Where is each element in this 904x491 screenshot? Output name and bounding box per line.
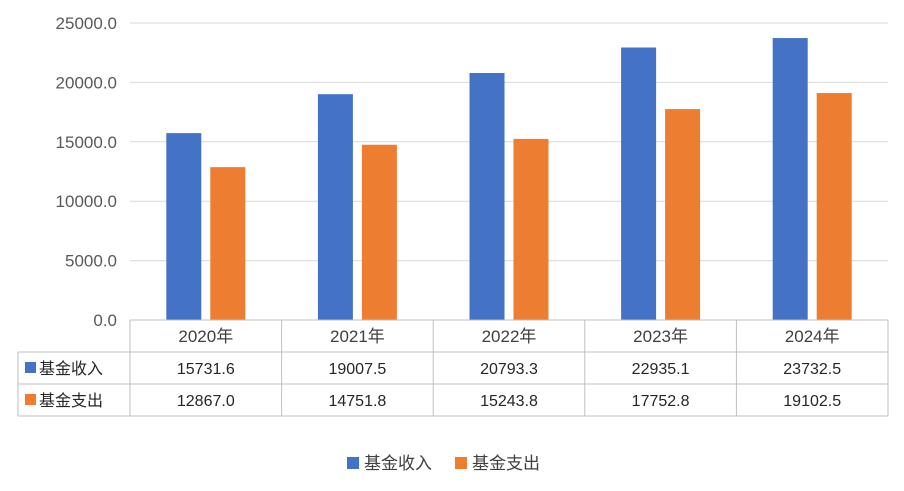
legend-key bbox=[455, 457, 467, 469]
table-value: 19007.5 bbox=[328, 361, 386, 378]
bar-expense bbox=[361, 144, 397, 320]
x-category-label: 2022年 bbox=[482, 327, 537, 346]
table-series-label: 基金收入 bbox=[39, 359, 103, 378]
y-tick-label: 20000.0 bbox=[56, 73, 117, 92]
bar-expense bbox=[210, 167, 246, 320]
x-category-label: 2023年 bbox=[633, 327, 688, 346]
table-legend-key bbox=[25, 362, 36, 373]
table-legend-key bbox=[25, 394, 36, 405]
table-value: 20793.3 bbox=[480, 361, 538, 378]
y-tick-label: 5000.0 bbox=[65, 252, 117, 271]
legend-label: 基金收入 bbox=[364, 454, 432, 474]
legend-key bbox=[347, 457, 359, 469]
bar-income bbox=[166, 133, 202, 320]
table-value: 15243.8 bbox=[480, 393, 538, 410]
y-tick-label: 15000.0 bbox=[56, 133, 117, 152]
bar-income bbox=[772, 38, 808, 321]
bar-expense bbox=[513, 138, 549, 320]
x-category-label: 2024年 bbox=[785, 327, 840, 346]
table-series-label: 基金支出 bbox=[39, 391, 103, 410]
y-tick-label: 10000.0 bbox=[56, 192, 117, 211]
table-value: 14751.8 bbox=[328, 393, 386, 410]
bar-income bbox=[469, 72, 505, 321]
table-value: 17752.8 bbox=[632, 393, 690, 410]
legend-label: 基金支出 bbox=[472, 454, 540, 474]
x-category-label: 2021年 bbox=[330, 327, 385, 346]
bar-income bbox=[621, 47, 657, 321]
table-value: 22935.1 bbox=[632, 361, 690, 378]
y-tick-label: 25000.0 bbox=[56, 14, 117, 33]
y-tick-label: 0.0 bbox=[93, 311, 117, 330]
table-value: 19102.5 bbox=[783, 393, 841, 410]
table-value: 12867.0 bbox=[177, 393, 235, 410]
bar-expense bbox=[816, 93, 852, 320]
bar-income bbox=[317, 94, 353, 320]
table-value: 15731.6 bbox=[177, 361, 235, 378]
bar-expense bbox=[665, 109, 701, 320]
x-category-label: 2020年 bbox=[178, 327, 233, 346]
table-value: 23732.5 bbox=[783, 361, 841, 378]
